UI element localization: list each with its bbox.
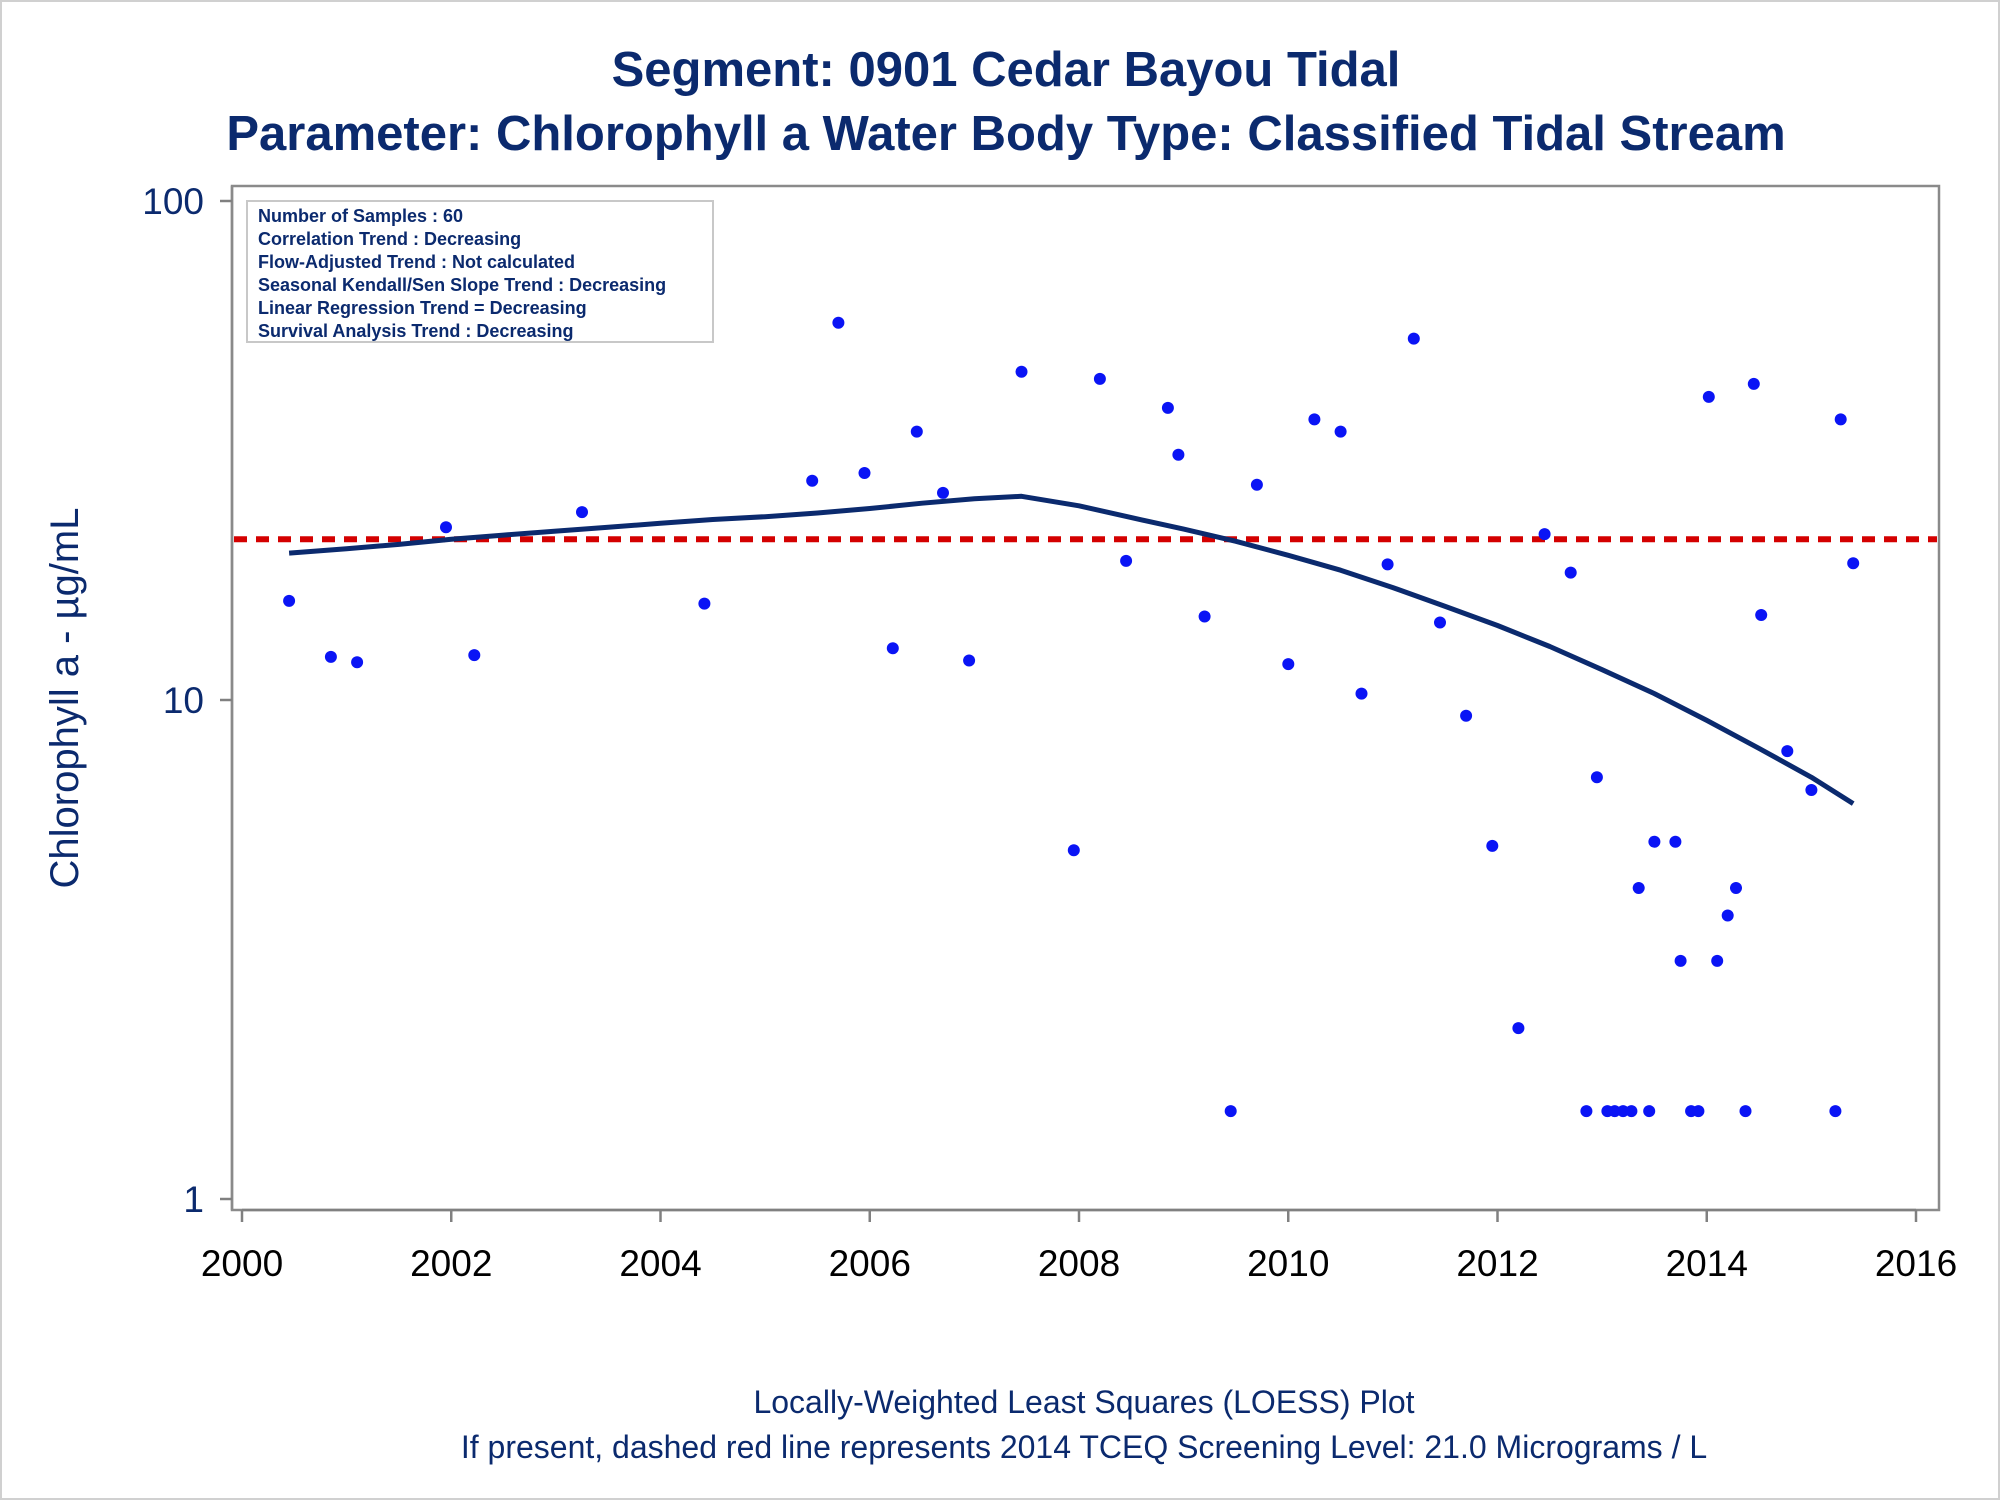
stats-linear-regression-trend: Linear Regression Trend = Decreasing	[258, 298, 587, 318]
data-point	[1805, 784, 1818, 796]
data-point	[1643, 1105, 1656, 1118]
data-point	[1120, 554, 1133, 567]
loess-group	[288, 493, 1855, 806]
x-tick-label-2010: 2010	[1247, 1243, 1329, 1284]
data-point	[324, 650, 337, 663]
data-point	[1355, 687, 1368, 700]
data-point	[1747, 377, 1760, 390]
data-point	[351, 656, 364, 669]
data-point	[1625, 1105, 1638, 1118]
data-point	[1781, 745, 1794, 758]
data-point	[1460, 709, 1473, 722]
x-tick-label-2002: 2002	[410, 1243, 492, 1284]
data-point	[858, 467, 871, 479]
data-point	[1334, 425, 1347, 438]
data-point	[1308, 413, 1321, 426]
data-point	[1692, 1105, 1705, 1118]
data-point	[937, 486, 949, 499]
data-point	[1608, 1105, 1621, 1118]
data-point	[468, 649, 481, 662]
x-tick-label-2008: 2008	[1038, 1243, 1120, 1284]
data-point	[1847, 557, 1860, 570]
data-point	[1674, 954, 1687, 967]
x-tick-label-2014: 2014	[1666, 1243, 1748, 1284]
y-tick-label-100: 100	[142, 181, 204, 222]
y-tick-label-10: 10	[163, 680, 204, 721]
data-point	[1834, 413, 1847, 426]
data-point	[1486, 839, 1499, 852]
data-point	[1434, 616, 1446, 629]
loess-curve	[288, 493, 1855, 806]
data-point	[1755, 609, 1768, 621]
data-point	[1829, 1105, 1842, 1118]
stats-number-of-samples: Number of Samples : 60	[258, 206, 463, 226]
data-point	[1590, 771, 1603, 784]
data-point	[1721, 909, 1734, 922]
data-point	[1564, 566, 1577, 579]
stats-correlation-trend: Correlation Trend : Decreasing	[258, 229, 521, 249]
stats-box-border	[246, 200, 714, 343]
chart-title: Segment: 0901 Cedar Bayou Tidal	[612, 43, 1401, 97]
chart-subtitle: Parameter: Chlorophyll a Water Body Type…	[226, 107, 1785, 161]
x-tick-label-2016: 2016	[1875, 1243, 1957, 1284]
data-point	[1739, 1105, 1752, 1118]
data-point	[1730, 882, 1742, 894]
data-point	[1538, 528, 1551, 541]
data-point	[910, 425, 923, 438]
data-point	[1512, 1022, 1525, 1035]
data-point	[1093, 372, 1106, 385]
data-points-group	[283, 316, 1860, 1118]
data-point	[1224, 1105, 1237, 1118]
data-point	[1381, 558, 1394, 571]
x-tick-label-2000: 2000	[201, 1243, 283, 1284]
data-point	[1172, 448, 1185, 461]
data-point	[832, 316, 845, 329]
stats-flow-adjusted-trend: Flow-Adjusted Trend : Not calculated	[258, 252, 575, 272]
x-tick-label-2004: 2004	[619, 1243, 701, 1284]
data-point	[1632, 882, 1645, 894]
data-point	[698, 597, 711, 610]
data-point	[963, 654, 976, 667]
data-point	[1015, 365, 1028, 378]
data-point	[1702, 390, 1715, 403]
y-axis-label: Chlorophyll a - µg/mL	[43, 508, 87, 889]
data-point	[1580, 1105, 1593, 1118]
data-point	[283, 594, 296, 607]
data-point	[1711, 954, 1724, 967]
data-point	[1067, 844, 1080, 857]
data-point	[1669, 835, 1682, 848]
data-point	[440, 521, 452, 534]
data-point	[1198, 610, 1211, 623]
trend-stats-box: Number of Samples : 60 Correlation Trend…	[246, 200, 714, 343]
x-axis: 2000 2002 2004 2006 2008 2010 2012 2014 2016	[201, 1208, 1957, 1284]
stats-survival-analysis-trend: Survival Analysis Trend : Decreasing	[258, 321, 573, 341]
footnote-screening-level: If present, dashed red line represents 2…	[461, 1429, 1707, 1465]
footnote-loess: Locally-Weighted Least Squares (LOESS) P…	[753, 1384, 1414, 1420]
y-tick-label-1: 1	[183, 1179, 204, 1220]
data-point	[1648, 835, 1661, 848]
data-point	[1161, 401, 1174, 414]
data-point	[576, 506, 588, 519]
data-point	[1282, 658, 1295, 671]
x-tick-label-2006: 2006	[829, 1243, 911, 1284]
data-point	[1250, 478, 1263, 491]
data-point	[1617, 1105, 1630, 1118]
y-axis: 1 10 100	[142, 181, 234, 1220]
data-point	[886, 642, 899, 655]
x-tick-label-2012: 2012	[1456, 1243, 1538, 1284]
stats-seasonal-kendall-trend: Seasonal Kendall/Sen Slope Trend : Decre…	[258, 275, 666, 295]
data-point	[1407, 332, 1420, 345]
data-point	[806, 474, 819, 487]
